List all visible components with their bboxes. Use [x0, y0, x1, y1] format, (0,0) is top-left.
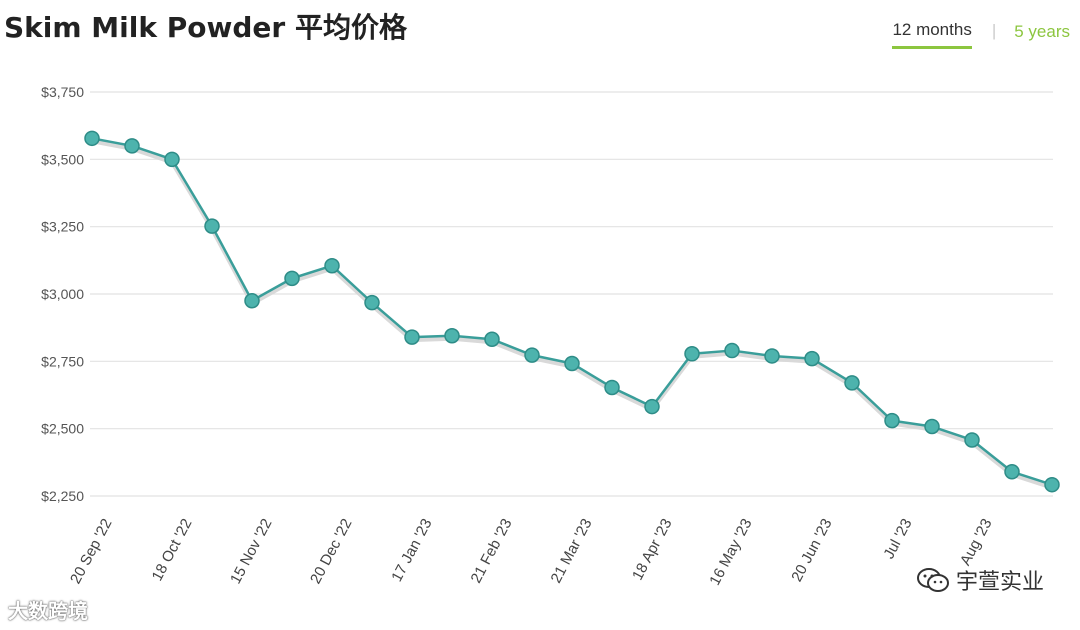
data-point [724, 342, 740, 359]
y-tick-label: $2,500 [41, 421, 84, 437]
tab-separator: | [991, 20, 997, 40]
data-point [164, 151, 180, 168]
series-line [91, 137, 1053, 486]
x-axis-labels: 20 Sep '22 18 Oct '22 15 Nov '22 20 Dec '22… [67, 516, 995, 588]
x-tick-label: 20 Sep '22 [67, 516, 115, 587]
data-point [364, 294, 380, 311]
x-tick-label: Aug '23 [957, 516, 996, 568]
data-point [204, 218, 220, 234]
data-point [444, 327, 460, 344]
x-tick-label: 20 Dec '22 [307, 516, 355, 587]
series-shadow [91, 139, 1053, 490]
data-point [244, 292, 260, 309]
data-point [804, 350, 820, 367]
x-tick-label: 21 Mar '23 [547, 516, 595, 586]
data-point [564, 355, 580, 372]
chart-title: Skim Milk Powder 平均价格 [4, 11, 407, 44]
data-point [484, 331, 500, 347]
x-tick-label: 16 May '23 [706, 516, 755, 588]
data-point [884, 412, 900, 429]
data-point [1004, 464, 1020, 480]
data-point [844, 375, 860, 391]
y-tick-label: $3,500 [41, 151, 84, 167]
x-tick-label: 17 Jan '23 [388, 516, 435, 585]
tab-5-years[interactable]: 5 years [1014, 21, 1070, 41]
x-tick-label: 20 Jun '23 [788, 516, 835, 585]
x-tick-label: 18 Apr '23 [629, 516, 676, 583]
wechat-icon [916, 568, 949, 592]
x-tick-label: 18 Oct '22 [149, 516, 196, 584]
watermark-right-text: 宇萱实业 [955, 570, 1044, 595]
y-tick-label: $3,750 [41, 84, 84, 100]
x-tick-label: Jul '23 [880, 516, 915, 562]
data-point [284, 270, 300, 287]
grid-lines [90, 91, 1053, 497]
y-tick-label: $3,000 [41, 286, 84, 302]
data-point [124, 138, 140, 154]
x-tick-label: 15 Nov '22 [227, 516, 275, 587]
y-axis-labels: $2,250 $2,500 $2,750 $3,000 $3,250 $3,500 $3,7… [41, 84, 84, 504]
data-point [964, 432, 980, 448]
data-point [1044, 476, 1060, 493]
data-point [924, 418, 940, 435]
data-point [84, 130, 100, 147]
data-point [524, 347, 540, 363]
data-point [604, 379, 620, 396]
x-tick-label: 21 Feb '23 [467, 516, 515, 586]
y-tick-label: $2,750 [41, 353, 84, 369]
data-point [404, 329, 420, 345]
watermark-left: 大数跨境 [8, 599, 88, 623]
watermark-right: 宇萱实业 [916, 564, 1044, 596]
data-point [324, 257, 340, 274]
y-tick-label: $3,250 [41, 219, 84, 235]
range-tabs: 12 months | 5 years [892, 18, 1070, 49]
tab-12-months[interactable]: 12 months [892, 18, 972, 49]
data-point [764, 348, 780, 364]
data-point [684, 346, 700, 362]
data-point [644, 398, 660, 415]
series-layer [84, 130, 1060, 493]
y-tick-label: $2,250 [41, 488, 84, 504]
